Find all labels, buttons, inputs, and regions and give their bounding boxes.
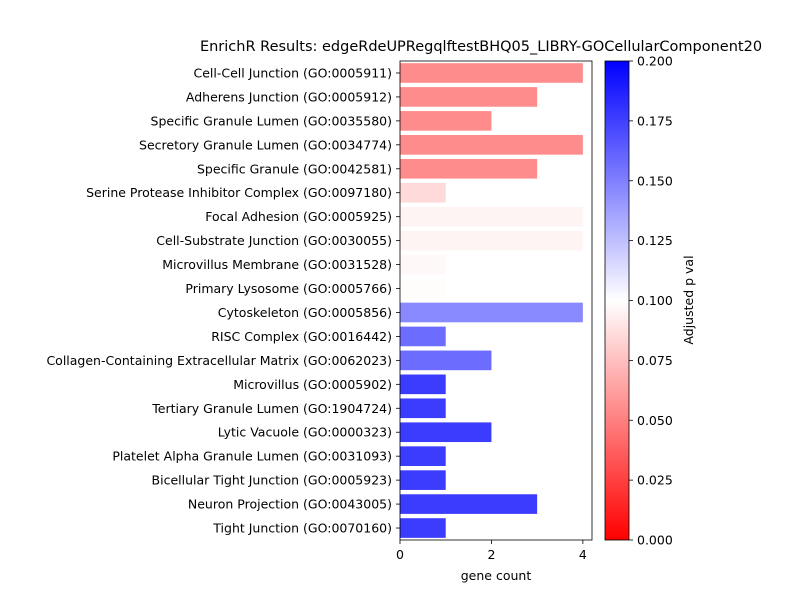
colorbar: 0.000 0.025 0.050 0.075 0.100 0.125 0.150 0.175…	[604, 54, 696, 548]
x-tick-label: 2	[487, 547, 495, 562]
bars-group	[400, 63, 583, 538]
bar	[400, 350, 492, 371]
y-tick-label: Specific Granule Lumen (GO:0035580)	[151, 113, 392, 128]
colorbar-tick-label: 0.000	[637, 533, 673, 548]
y-tick-label: Specific Granule (GO:0042581)	[197, 161, 392, 176]
x-tick-label: 0	[396, 547, 404, 562]
colorbar-label: Adjusted p val	[681, 255, 696, 344]
colorbar-ticks: 0.000 0.025 0.050 0.075 0.100 0.125 0.150 0.175…	[629, 54, 673, 548]
colorbar-gradient	[604, 60, 630, 541]
colorbar-tick-label: 0.075	[637, 353, 673, 368]
y-tick-label: Primary Lysosome (GO:0005766)	[185, 281, 392, 296]
y-tick-label: RISC Complex (GO:0016442)	[211, 329, 392, 344]
bar	[400, 158, 538, 179]
x-axis: 0 2 4	[396, 540, 587, 562]
y-tick-label: Tertiary Granule Lumen (GO:1904724)	[151, 401, 392, 416]
bar	[400, 302, 583, 323]
axes-frame	[399, 60, 593, 541]
colorbar-tick-label: 0.050	[637, 413, 673, 428]
bar	[400, 398, 446, 419]
colorbar-tick-label: 0.025	[637, 473, 673, 488]
y-tick-label: Secretory Granule Lumen (GO:0034774)	[139, 137, 392, 152]
y-tick-label: Adherens Junction (GO:0005912)	[186, 89, 392, 104]
colorbar-tick-label: 0.200	[637, 54, 673, 69]
y-tick-label: Cell-Cell Junction (GO:0005911)	[194, 65, 392, 80]
bar	[400, 111, 492, 131]
bar	[400, 470, 446, 490]
bar	[400, 494, 538, 514]
colorbar-tick-label: 0.150	[637, 173, 673, 188]
chart-title: EnrichR Results: edgeRdeUPRegqlftestBHQ0…	[200, 39, 762, 55]
colorbar-tick-label: 0.125	[637, 233, 673, 248]
plot-frame	[399, 60, 593, 541]
y-tick-label: Focal Adhesion (GO:0005925)	[205, 209, 392, 224]
x-tick-label: 4	[579, 547, 587, 562]
y-tick-label: Cytoskeleton (GO:0005856)	[218, 305, 392, 320]
y-tick-label: Cell-Substrate Junction (GO:0030055)	[156, 233, 392, 248]
y-tick-label: Lytic Vacuole (GO:0000323)	[218, 425, 392, 440]
bar	[400, 254, 446, 275]
bar	[400, 446, 446, 466]
bar	[400, 422, 492, 443]
bar	[400, 206, 583, 227]
y-tick-label: Platelet Alpha Granule Lumen (GO:0031093…	[112, 449, 392, 464]
bar	[400, 326, 446, 347]
y-tick-label: Microvillus Membrane (GO:0031528)	[162, 257, 392, 272]
bar	[400, 63, 583, 83]
y-tick-label: Neuron Projection (GO:0043005)	[188, 497, 392, 512]
x-axis-label: gene count	[461, 568, 532, 583]
y-tick-label: Bicellular Tight Junction (GO:0005923)	[152, 473, 392, 488]
bar	[400, 278, 446, 299]
bar	[400, 182, 446, 203]
bar	[400, 374, 446, 395]
y-tick-labels: Cell-Cell Junction (GO:0005911) Adherens …	[46, 65, 400, 536]
bar	[400, 230, 583, 251]
bar	[400, 518, 446, 538]
colorbar-tick-label: 0.175	[637, 113, 673, 128]
y-tick-label: Microvillus (GO:0005902)	[233, 377, 392, 392]
y-tick-label: Collagen-Containing Extracellular Matrix…	[46, 353, 392, 368]
bar	[400, 87, 538, 107]
y-tick-label: Tight Junction (GO:0070160)	[212, 521, 392, 536]
bar	[400, 135, 583, 155]
y-tick-label: Serine Protease Inhibitor Complex (GO:00…	[86, 185, 392, 200]
colorbar-tick-label: 0.100	[637, 293, 673, 308]
